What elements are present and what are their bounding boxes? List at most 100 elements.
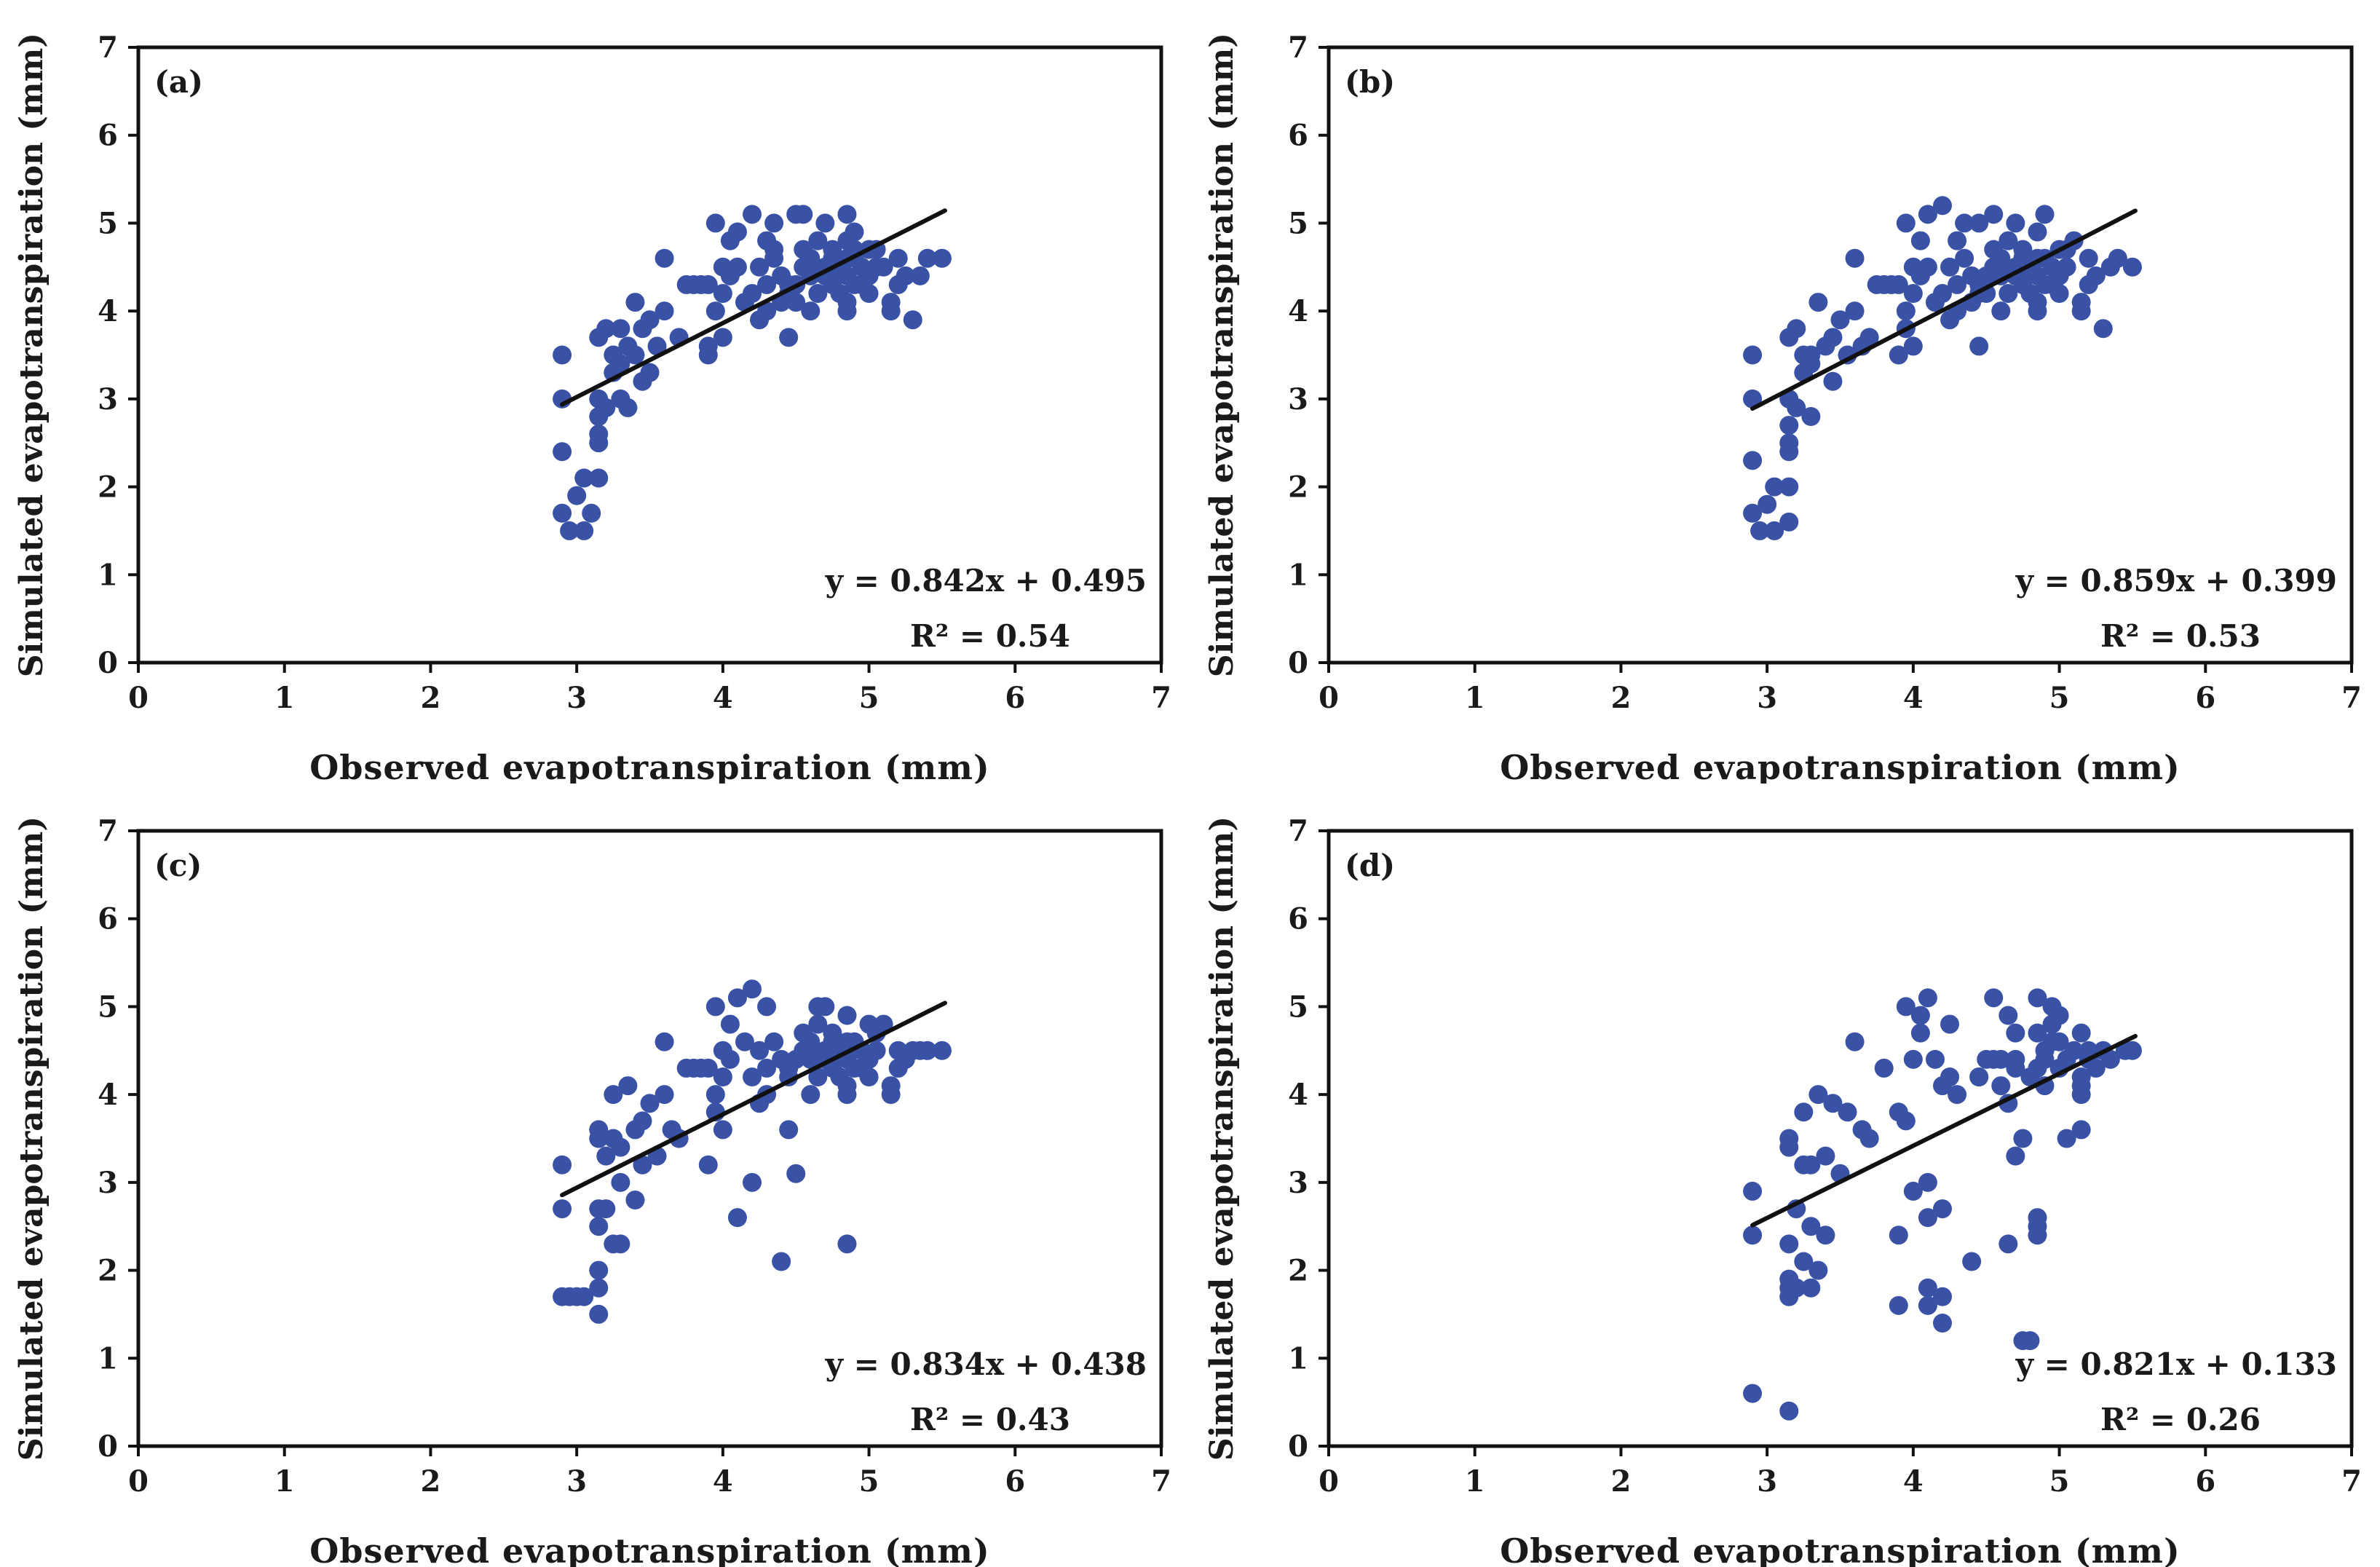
x-tick-label: 7 [1151,1464,1171,1499]
data-point [1969,213,1989,233]
data-point [640,1094,660,1113]
data-point [618,398,638,417]
panel-b: 0 1 2 3 4 5 6 7 0 1 2 3 4 5 6 7 Observed evapotranspirat… [1203,31,2362,784]
data-point [1889,1225,1908,1245]
data-point [574,521,594,540]
data-point [713,328,732,347]
data-point [2042,1032,2062,1051]
data-point [1955,248,1974,268]
y-tick-label: 4 [1288,294,1308,328]
data-point [743,1067,762,1086]
data-point [743,284,762,303]
data-point [1743,389,1763,408]
y-tick-label: 7 [1288,814,1308,848]
data-point [1903,284,1923,303]
data-point [764,1032,784,1051]
x-tick-label: 6 [2195,681,2215,715]
x-tick-label: 5 [859,1464,879,1499]
data-point [1845,301,1865,321]
data-point [1991,1049,2011,1069]
data-point [553,1199,572,1219]
data-point [1794,1102,1814,1122]
data-point [1896,997,1916,1017]
data-point [757,1058,777,1078]
data-point [823,240,842,259]
data-point [2122,257,2142,277]
data-point [1816,1146,1835,1166]
x-tick-label: 1 [1465,681,1485,715]
data-point [1918,205,1937,224]
data-point [852,275,871,294]
x-tick-label: 4 [1903,1464,1924,1499]
data-point [1984,205,2004,224]
x-tick-label: 0 [1319,681,1339,715]
data-point [713,257,732,277]
y-axis-label: Simulated evapotranspiration (mm) [1203,33,1241,677]
regression-equation: y = 0.842x + 0.495 [825,563,1147,599]
data-point [633,1111,652,1131]
data-point [589,1304,609,1324]
panel-label: (b) [1345,64,1395,100]
data-point [676,275,696,294]
data-point [1991,257,2011,277]
data-point [655,301,674,321]
data-point [655,1085,674,1105]
data-point [611,354,630,374]
data-point [1984,988,2004,1008]
data-point [874,257,893,277]
plot-frame [136,829,1163,1448]
data-point [647,336,667,356]
data-point [1779,1234,1799,1254]
data-point [903,310,922,330]
data-point [574,468,594,488]
x-tick-label: 7 [2341,681,2362,715]
data-point [1918,988,1937,1008]
data-point [1889,345,1908,365]
y-tick-label: 7 [1288,31,1308,65]
x-tick-label: 0 [128,1464,149,1499]
data-point [633,319,652,339]
data-point [808,284,828,303]
data-point [553,442,572,462]
data-point [1969,1067,1989,1086]
x-tick-label: 7 [2341,1464,2362,1499]
data-point [917,248,937,268]
r-squared-label: R² = 0.43 [910,1402,1070,1437]
data-point [801,257,821,277]
data-point [1918,257,1937,277]
data-point [567,486,587,505]
trend-line [1750,208,2138,411]
data-point [2049,1006,2069,1025]
trend-line [1750,1033,2138,1228]
data-point [2093,319,2113,339]
data-point [582,503,601,523]
x-tick-label: 1 [274,1464,295,1499]
data-point [2035,1049,2055,1069]
data-point [1991,301,2011,321]
data-point [2079,275,2098,294]
data-point [743,1172,762,1192]
x-tick-label: 6 [1005,681,1025,715]
data-point [713,1067,732,1086]
y-tick-label: 2 [98,1254,118,1288]
data-point [2057,1129,2076,1148]
data-point [815,213,835,233]
data-point [589,1260,609,1280]
data-point [735,1032,754,1051]
panel-label: (c) [154,848,202,883]
trend-line [560,208,947,407]
data-point [2071,301,2091,321]
data-point [1838,1102,1857,1122]
data-point [2028,1023,2047,1043]
y-tick-label: 0 [98,646,118,680]
data-point [1794,1252,1814,1271]
data-point [750,257,770,277]
data-point [1925,1049,1945,1069]
x-tick-label: 2 [421,681,441,715]
data-point [727,257,747,277]
data-point [1765,521,1784,540]
data-point [932,248,952,268]
y-tick-label: 1 [1288,558,1308,592]
x-tick-label: 6 [1005,1464,1025,1499]
data-point [618,1076,638,1096]
